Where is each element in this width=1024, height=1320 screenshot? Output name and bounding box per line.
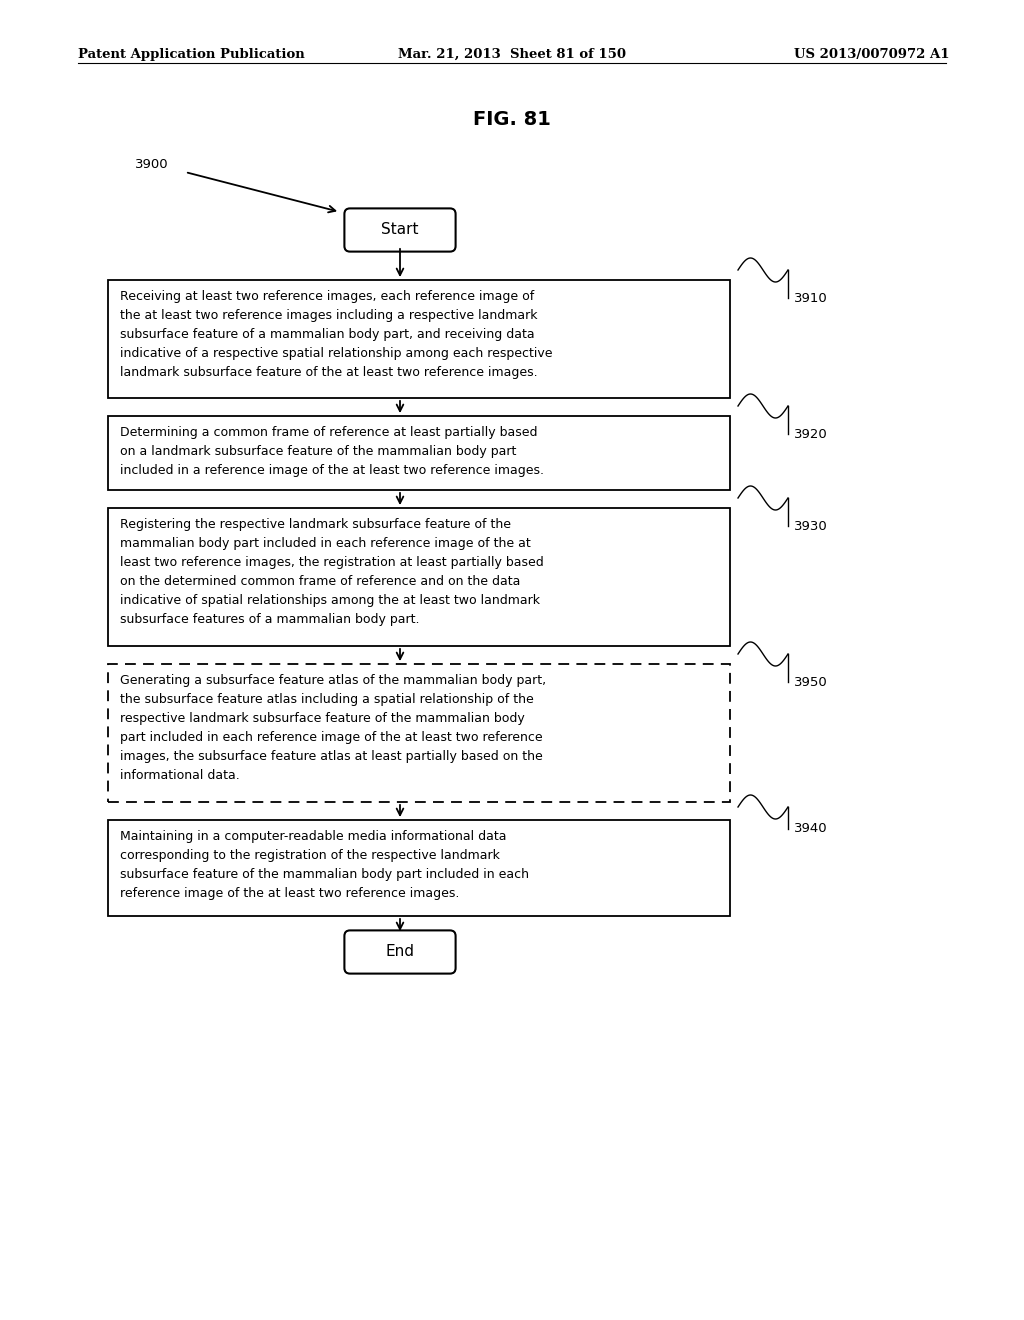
- Text: Receiving at least two reference images, each reference image of
the at least tw: Receiving at least two reference images,…: [120, 290, 553, 379]
- Text: 3920: 3920: [794, 428, 827, 441]
- Text: End: End: [385, 945, 415, 960]
- FancyBboxPatch shape: [344, 209, 456, 252]
- Text: Generating a subsurface feature atlas of the mammalian body part,
the subsurface: Generating a subsurface feature atlas of…: [120, 675, 546, 781]
- Text: Patent Application Publication: Patent Application Publication: [78, 48, 305, 61]
- Text: 3950: 3950: [794, 676, 827, 689]
- Text: Registering the respective landmark subsurface feature of the
mammalian body par: Registering the respective landmark subs…: [120, 517, 544, 626]
- Bar: [108, 280, 730, 399]
- Text: 3930: 3930: [794, 520, 827, 532]
- Text: 3900: 3900: [135, 158, 169, 172]
- Bar: [108, 664, 730, 803]
- FancyBboxPatch shape: [344, 931, 456, 974]
- Bar: [108, 820, 730, 916]
- Text: 3940: 3940: [794, 822, 827, 836]
- Text: 3910: 3910: [794, 292, 827, 305]
- Text: Maintaining in a computer-readable media informational data
corresponding to the: Maintaining in a computer-readable media…: [120, 830, 529, 900]
- Text: FIG. 81: FIG. 81: [473, 110, 551, 129]
- Bar: [108, 508, 730, 645]
- Bar: [108, 416, 730, 490]
- Text: Start: Start: [381, 223, 419, 238]
- Text: Mar. 21, 2013  Sheet 81 of 150: Mar. 21, 2013 Sheet 81 of 150: [398, 48, 626, 61]
- Text: US 2013/0070972 A1: US 2013/0070972 A1: [795, 48, 950, 61]
- Text: Determining a common frame of reference at least partially based
on a landmark s: Determining a common frame of reference …: [120, 426, 544, 477]
